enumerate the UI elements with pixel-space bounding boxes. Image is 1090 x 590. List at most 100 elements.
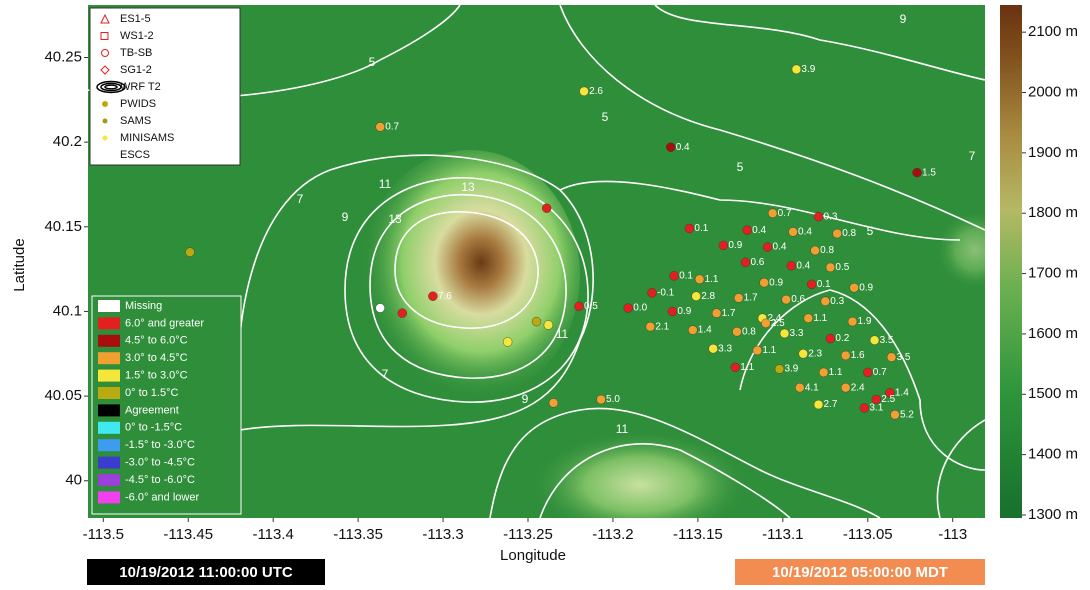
station-label: 0.8 <box>842 228 856 239</box>
station-label: 0.1 <box>679 271 693 282</box>
utc-timestamp: 10/19/2012 11:00:00 UTC <box>119 564 293 581</box>
contour-label: 5 <box>737 160 744 174</box>
station-label: 0.9 <box>859 282 873 293</box>
station <box>787 261 796 270</box>
station <box>799 349 808 358</box>
station-label: 0.0 <box>633 303 647 314</box>
station <box>826 334 835 343</box>
station <box>574 302 583 311</box>
station <box>646 322 655 331</box>
station-label: -0.1 <box>657 287 675 298</box>
station <box>688 326 697 335</box>
station-label: 2.7 <box>824 399 838 410</box>
station <box>789 227 798 236</box>
station <box>841 383 850 392</box>
y-tick-label: 40.25 <box>44 48 82 65</box>
legend-label: PWIDS <box>120 98 156 110</box>
station-label: 0.9 <box>769 277 783 288</box>
station <box>804 314 813 323</box>
station-label: 0.6 <box>791 294 805 305</box>
station-label: 1.6 <box>851 350 865 361</box>
legend-swatch <box>98 439 120 451</box>
station-label: 2.4 <box>851 382 865 393</box>
station-label: 2.5 <box>771 318 785 329</box>
station <box>760 278 769 287</box>
colorbar-tick-label: 2100 m <box>1028 23 1078 40</box>
legend-label: TB-SB <box>120 47 152 59</box>
x-tick-label: -113.2 <box>592 526 633 543</box>
station <box>597 395 606 404</box>
station-label: 2.8 <box>701 291 715 302</box>
station-label: 0.7 <box>778 208 792 219</box>
legend-swatch <box>98 491 120 503</box>
contour-label: 7 <box>297 192 304 206</box>
station-label: 0.1 <box>694 223 708 234</box>
station-label: 0.5 <box>584 301 598 312</box>
station-label: 2.1 <box>655 321 669 332</box>
contour-label: 9 <box>342 210 349 224</box>
station-label: 0.8 <box>742 326 756 337</box>
station-label: 0.7 <box>873 367 887 378</box>
x-tick-label: -113.5 <box>83 526 124 543</box>
station <box>811 246 820 255</box>
station <box>503 337 512 346</box>
station <box>185 248 194 257</box>
legend-label: ESCS <box>120 149 150 161</box>
station-label: 1.5 <box>922 167 936 178</box>
legend-label: SAMS <box>120 115 151 127</box>
station-label: 3.5 <box>897 352 911 363</box>
contour-label: 13 <box>388 212 402 226</box>
station <box>775 365 784 374</box>
legend-swatch <box>98 317 120 329</box>
contour-label: 9 <box>522 392 529 406</box>
legend-label: 0° to -1.5°C <box>125 422 182 434</box>
legend-label: WS1-2 <box>120 30 154 42</box>
legend-swatch <box>98 457 120 469</box>
contour-label: 5 <box>867 224 874 238</box>
y-tick-label: 40.2 <box>53 133 82 150</box>
station <box>668 307 677 316</box>
station-label: 3.3 <box>790 328 804 339</box>
station <box>734 293 743 302</box>
station-label: 0.4 <box>798 227 812 238</box>
station <box>782 295 791 304</box>
station-label: 3.5 <box>880 335 894 346</box>
station <box>807 280 816 289</box>
station-label: 0.4 <box>752 225 766 236</box>
legend-swatch <box>98 335 120 347</box>
station <box>549 398 558 407</box>
station <box>833 229 842 238</box>
x-tick-label: -113 <box>938 526 967 543</box>
station-label: 0.4 <box>676 142 690 153</box>
x-tick-label: -113.25 <box>503 526 553 543</box>
station-label: 3.3 <box>718 343 732 354</box>
colorbar-tick-label: 1300 m <box>1028 506 1078 523</box>
legend-swatch <box>98 474 120 486</box>
station-label: 2.3 <box>808 348 822 359</box>
legend-label: MINISAMS <box>120 132 174 144</box>
station <box>763 243 772 252</box>
station <box>624 304 633 313</box>
station <box>376 122 385 131</box>
x-axis-label: Longitude <box>500 547 566 564</box>
station-label: 7.6 <box>438 291 452 302</box>
x-tick-label: -113.35 <box>333 526 383 543</box>
station-label: 0.9 <box>728 240 742 251</box>
station-label: 1.1 <box>740 362 754 373</box>
station-label: 5.2 <box>900 409 914 420</box>
station <box>795 383 804 392</box>
station-label: 0.6 <box>750 257 764 268</box>
y-tick-label: 40.05 <box>44 387 82 404</box>
legend-label: -6.0° and lower <box>125 491 199 503</box>
station <box>685 224 694 233</box>
station <box>692 292 701 301</box>
legend-swatch <box>98 300 120 312</box>
station <box>428 292 437 301</box>
x-tick-label: -113.15 <box>673 526 723 543</box>
station <box>732 327 741 336</box>
station-label: 0.4 <box>796 260 810 271</box>
contour-label: 7 <box>969 149 976 163</box>
station <box>913 168 922 177</box>
station <box>870 336 879 345</box>
station <box>780 329 789 338</box>
